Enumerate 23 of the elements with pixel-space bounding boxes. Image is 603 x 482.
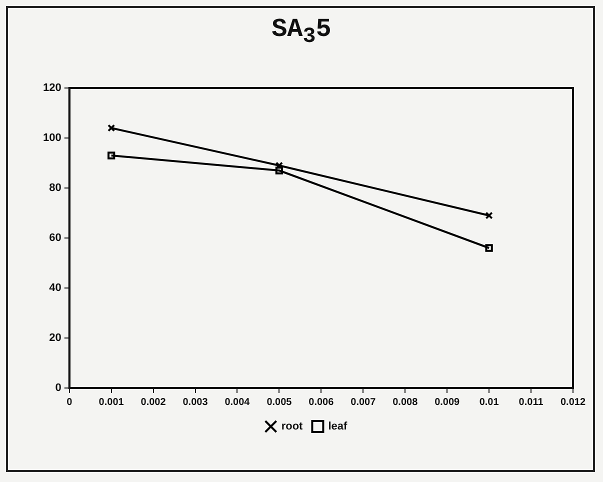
legend-label: root xyxy=(281,420,304,433)
x-tick-label: 0.004 xyxy=(224,396,250,408)
y-tick-label: 20 xyxy=(49,332,62,344)
y-tick-label: 0 xyxy=(55,382,62,394)
y-tick-label: 40 xyxy=(49,282,62,294)
x-tick-label: 0.01 xyxy=(479,396,500,408)
x-tick-label: 0.001 xyxy=(98,396,124,408)
x-tick-label: 0.007 xyxy=(350,396,376,408)
y-tick-label: 80 xyxy=(49,182,62,194)
x-tick-label: 0.006 xyxy=(308,396,334,408)
x-tick-label: 0 xyxy=(66,396,73,408)
x-tick-label: 0.012 xyxy=(560,396,586,408)
y-tick-label: 100 xyxy=(42,132,62,144)
y-tick-label: 60 xyxy=(49,232,62,244)
x-tick-label: 0.011 xyxy=(518,396,544,408)
x-tick-label: 0.005 xyxy=(266,396,292,408)
x-tick-label: 0.003 xyxy=(182,396,208,408)
chart-title: SA$_{3}$5 xyxy=(270,14,332,50)
x-tick-label: 0.002 xyxy=(140,396,166,408)
x-tick-label: 0.009 xyxy=(434,396,460,408)
y-tick-label: 120 xyxy=(42,82,62,94)
x-tick-label: 0.008 xyxy=(392,396,418,408)
legend-label: leaf xyxy=(328,420,348,433)
